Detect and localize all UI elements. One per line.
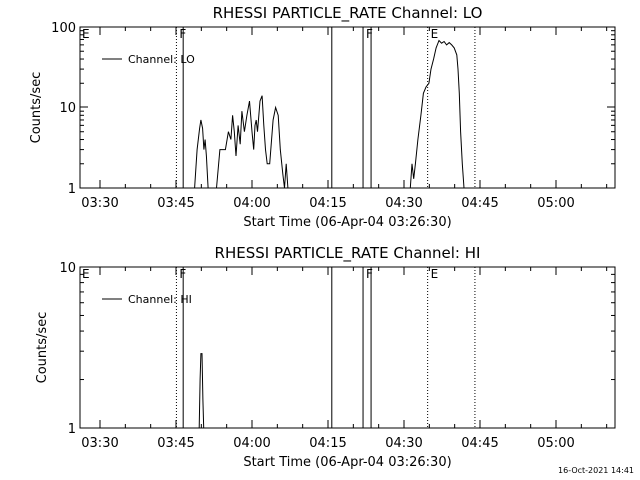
event-marker-label: E (431, 267, 439, 281)
x-tick-label: 05:00 (537, 436, 574, 451)
x-tick-label: 03:45 (157, 436, 194, 451)
y-axis-label: Counts/sec (29, 72, 44, 144)
x-tick-label: 03:45 (157, 196, 194, 211)
chart-panel-hi: RHESSI PARTICLE_RATE Channel: HI 03:30 03:… (35, 244, 616, 470)
x-tick-label: 05:00 (537, 196, 574, 211)
x-tick-label: 04:30 (385, 436, 422, 451)
series-line (194, 119, 209, 188)
y-tick-label: 10 (59, 101, 76, 116)
timestamp-footer: 16-Oct-2021 14:41 (558, 466, 634, 475)
y-tick-label: 1 (68, 182, 76, 197)
corner-flag-label: E (82, 27, 90, 41)
plot-frame (79, 266, 616, 429)
event-marker-label: E (431, 27, 439, 41)
plot-frame (79, 26, 616, 189)
event-marker-label: F (366, 27, 373, 41)
y-axis-label: Counts/sec (35, 312, 50, 384)
chart-title: RHESSI PARTICLE_RATE Channel: HI (215, 244, 481, 263)
x-axis-label: Start Time (06-Apr-04 03:26:30) (243, 215, 451, 230)
x-tick-label: 04:45 (461, 196, 498, 211)
x-tick-label: 04:15 (309, 436, 346, 451)
legend-label: Channel: HI (128, 293, 192, 306)
x-tick-label: 04:15 (309, 196, 346, 211)
chart-title: RHESSI PARTICLE_RATE Channel: LO (213, 4, 483, 23)
x-tick-label: 04:45 (461, 436, 498, 451)
series-line (409, 39, 465, 188)
x-tick-label: 04:30 (385, 196, 422, 211)
y-tick-label: 10 (59, 261, 76, 276)
x-tick-label: 03:30 (81, 196, 118, 211)
series-line (198, 353, 205, 428)
series-line (216, 95, 289, 188)
y-tick-label: 100 (51, 21, 76, 36)
x-tick-label: 04:00 (233, 436, 270, 451)
legend-label: Channel: LO (128, 53, 195, 66)
corner-flag-label: E (82, 267, 90, 281)
x-tick-label: 04:00 (233, 196, 270, 211)
chart-panel-lo: RHESSI PARTICLE_RATE Channel: LO 03:30 03:… (29, 4, 616, 230)
x-tick-label: 03:30 (81, 436, 118, 451)
x-axis-label: Start Time (06-Apr-04 03:26:30) (243, 455, 451, 470)
y-tick-label: 1 (68, 422, 76, 437)
event-marker-label: F (366, 267, 373, 281)
